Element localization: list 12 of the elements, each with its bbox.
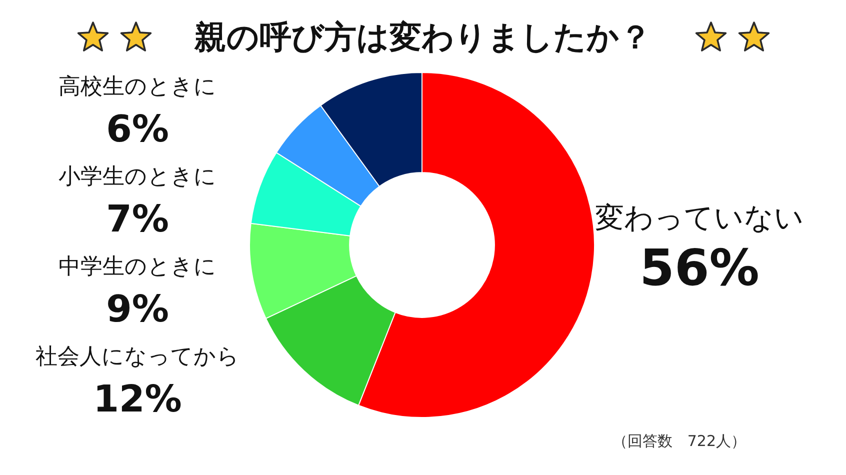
data-label: 7% (106, 198, 169, 241)
slice-label: 社会人になってから (36, 344, 240, 370)
slice-label: 高校生のときに (58, 74, 216, 100)
chart-title: 親の呼び方は変わりましたか？ (194, 18, 652, 56)
slice-label: 変わっていない (595, 200, 804, 235)
slice-label: 中学生のときに (58, 254, 216, 280)
data-label: 56% (640, 238, 760, 297)
data-label: 6% (106, 108, 169, 151)
text: （回答数 722人） (612, 432, 746, 451)
slice-label: 小学生のときに (58, 164, 216, 190)
data-label: 9% (106, 288, 169, 331)
data-label: 12% (93, 378, 182, 421)
